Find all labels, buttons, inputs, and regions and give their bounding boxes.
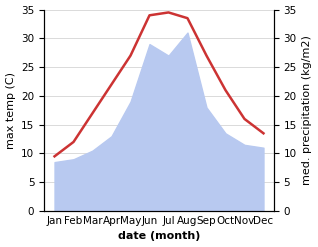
Y-axis label: med. precipitation (kg/m2): med. precipitation (kg/m2) [302, 35, 313, 185]
Y-axis label: max temp (C): max temp (C) [5, 72, 16, 149]
X-axis label: date (month): date (month) [118, 231, 200, 242]
